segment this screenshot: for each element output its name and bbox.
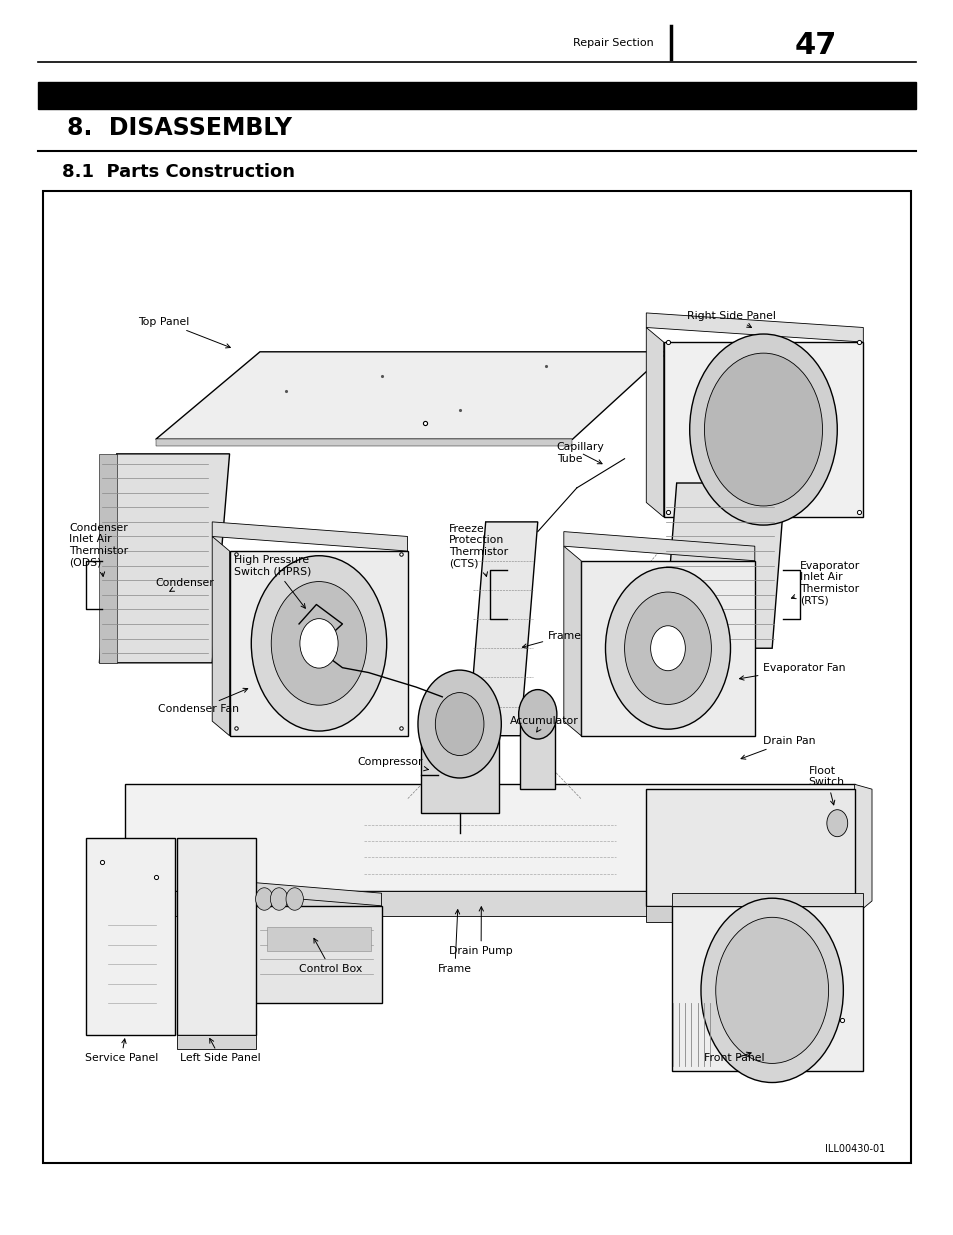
Circle shape — [703, 353, 821, 506]
Circle shape — [689, 333, 837, 525]
Polygon shape — [580, 561, 754, 736]
Text: Freeze
Protection
Thermistor
(CTS): Freeze Protection Thermistor (CTS) — [449, 524, 508, 577]
Polygon shape — [155, 352, 667, 440]
Polygon shape — [468, 522, 537, 736]
Text: Service Panel: Service Panel — [85, 1039, 157, 1063]
Polygon shape — [177, 837, 255, 1035]
Circle shape — [650, 626, 684, 671]
Text: Drain Pump: Drain Pump — [449, 906, 513, 956]
Circle shape — [435, 693, 483, 756]
Text: Control Box: Control Box — [298, 939, 362, 974]
Text: Top Panel: Top Panel — [138, 316, 230, 348]
Circle shape — [251, 556, 386, 731]
Text: High Pressure
Switch (HPRS): High Pressure Switch (HPRS) — [233, 555, 311, 609]
Text: Front Panel: Front Panel — [703, 1052, 764, 1063]
Polygon shape — [645, 312, 862, 342]
Text: 47: 47 — [794, 31, 836, 61]
Circle shape — [286, 888, 303, 910]
Text: Condenser Fan: Condenser Fan — [157, 688, 248, 715]
Circle shape — [271, 582, 366, 705]
Polygon shape — [563, 531, 754, 561]
Polygon shape — [230, 881, 381, 905]
Polygon shape — [663, 342, 862, 517]
Polygon shape — [672, 905, 862, 1071]
Text: Capillary
Tube: Capillary Tube — [557, 442, 604, 464]
Circle shape — [255, 888, 273, 910]
Polygon shape — [99, 453, 116, 663]
Bar — [43, 191, 910, 1163]
Polygon shape — [672, 893, 862, 905]
Polygon shape — [563, 546, 580, 736]
Text: Evaporator Fan: Evaporator Fan — [739, 663, 845, 680]
Polygon shape — [86, 837, 174, 1035]
Polygon shape — [212, 522, 407, 551]
Text: Evaporator
Inlet Air
Thermistor
(RTS): Evaporator Inlet Air Thermistor (RTS) — [791, 561, 860, 605]
Text: Floot
Switch: Floot Switch — [808, 766, 843, 805]
Circle shape — [715, 918, 828, 1063]
Polygon shape — [155, 440, 572, 446]
Polygon shape — [125, 784, 854, 892]
Text: Drain Pan: Drain Pan — [740, 736, 815, 760]
Circle shape — [417, 671, 500, 778]
Circle shape — [605, 567, 730, 729]
Text: Repair Section: Repair Section — [572, 38, 653, 48]
Text: Condenser
Inlet Air
Thermistor
(ODS): Condenser Inlet Air Thermistor (ODS) — [69, 522, 128, 577]
Polygon shape — [177, 1035, 255, 1049]
Text: Left Side Panel: Left Side Panel — [180, 1039, 260, 1063]
Polygon shape — [99, 453, 230, 663]
Polygon shape — [645, 327, 663, 517]
Text: Frame: Frame — [437, 910, 472, 974]
Bar — [38, 82, 915, 109]
Text: Right Side Panel: Right Side Panel — [686, 311, 775, 327]
Bar — [267, 927, 371, 951]
Text: ILL00430-01: ILL00430-01 — [824, 1144, 884, 1153]
Text: Frame: Frame — [522, 631, 581, 648]
Polygon shape — [645, 905, 854, 923]
Circle shape — [299, 619, 337, 668]
Text: Accumulator: Accumulator — [510, 716, 578, 732]
Circle shape — [700, 898, 842, 1083]
Polygon shape — [230, 551, 407, 736]
Text: Condenser: Condenser — [155, 578, 214, 592]
Circle shape — [826, 810, 847, 836]
Circle shape — [518, 689, 557, 739]
Circle shape — [624, 592, 711, 704]
Polygon shape — [663, 483, 784, 648]
Circle shape — [270, 888, 288, 910]
Polygon shape — [420, 726, 498, 814]
Polygon shape — [645, 789, 854, 905]
Polygon shape — [230, 893, 247, 1003]
Polygon shape — [854, 784, 871, 915]
Text: 8.  DISASSEMBLY: 8. DISASSEMBLY — [67, 116, 292, 141]
Polygon shape — [520, 716, 555, 789]
Polygon shape — [212, 536, 230, 736]
Text: Compressor: Compressor — [356, 757, 428, 771]
Text: 8.1  Parts Construction: 8.1 Parts Construction — [62, 163, 294, 180]
Polygon shape — [125, 892, 854, 915]
Polygon shape — [247, 905, 381, 1003]
